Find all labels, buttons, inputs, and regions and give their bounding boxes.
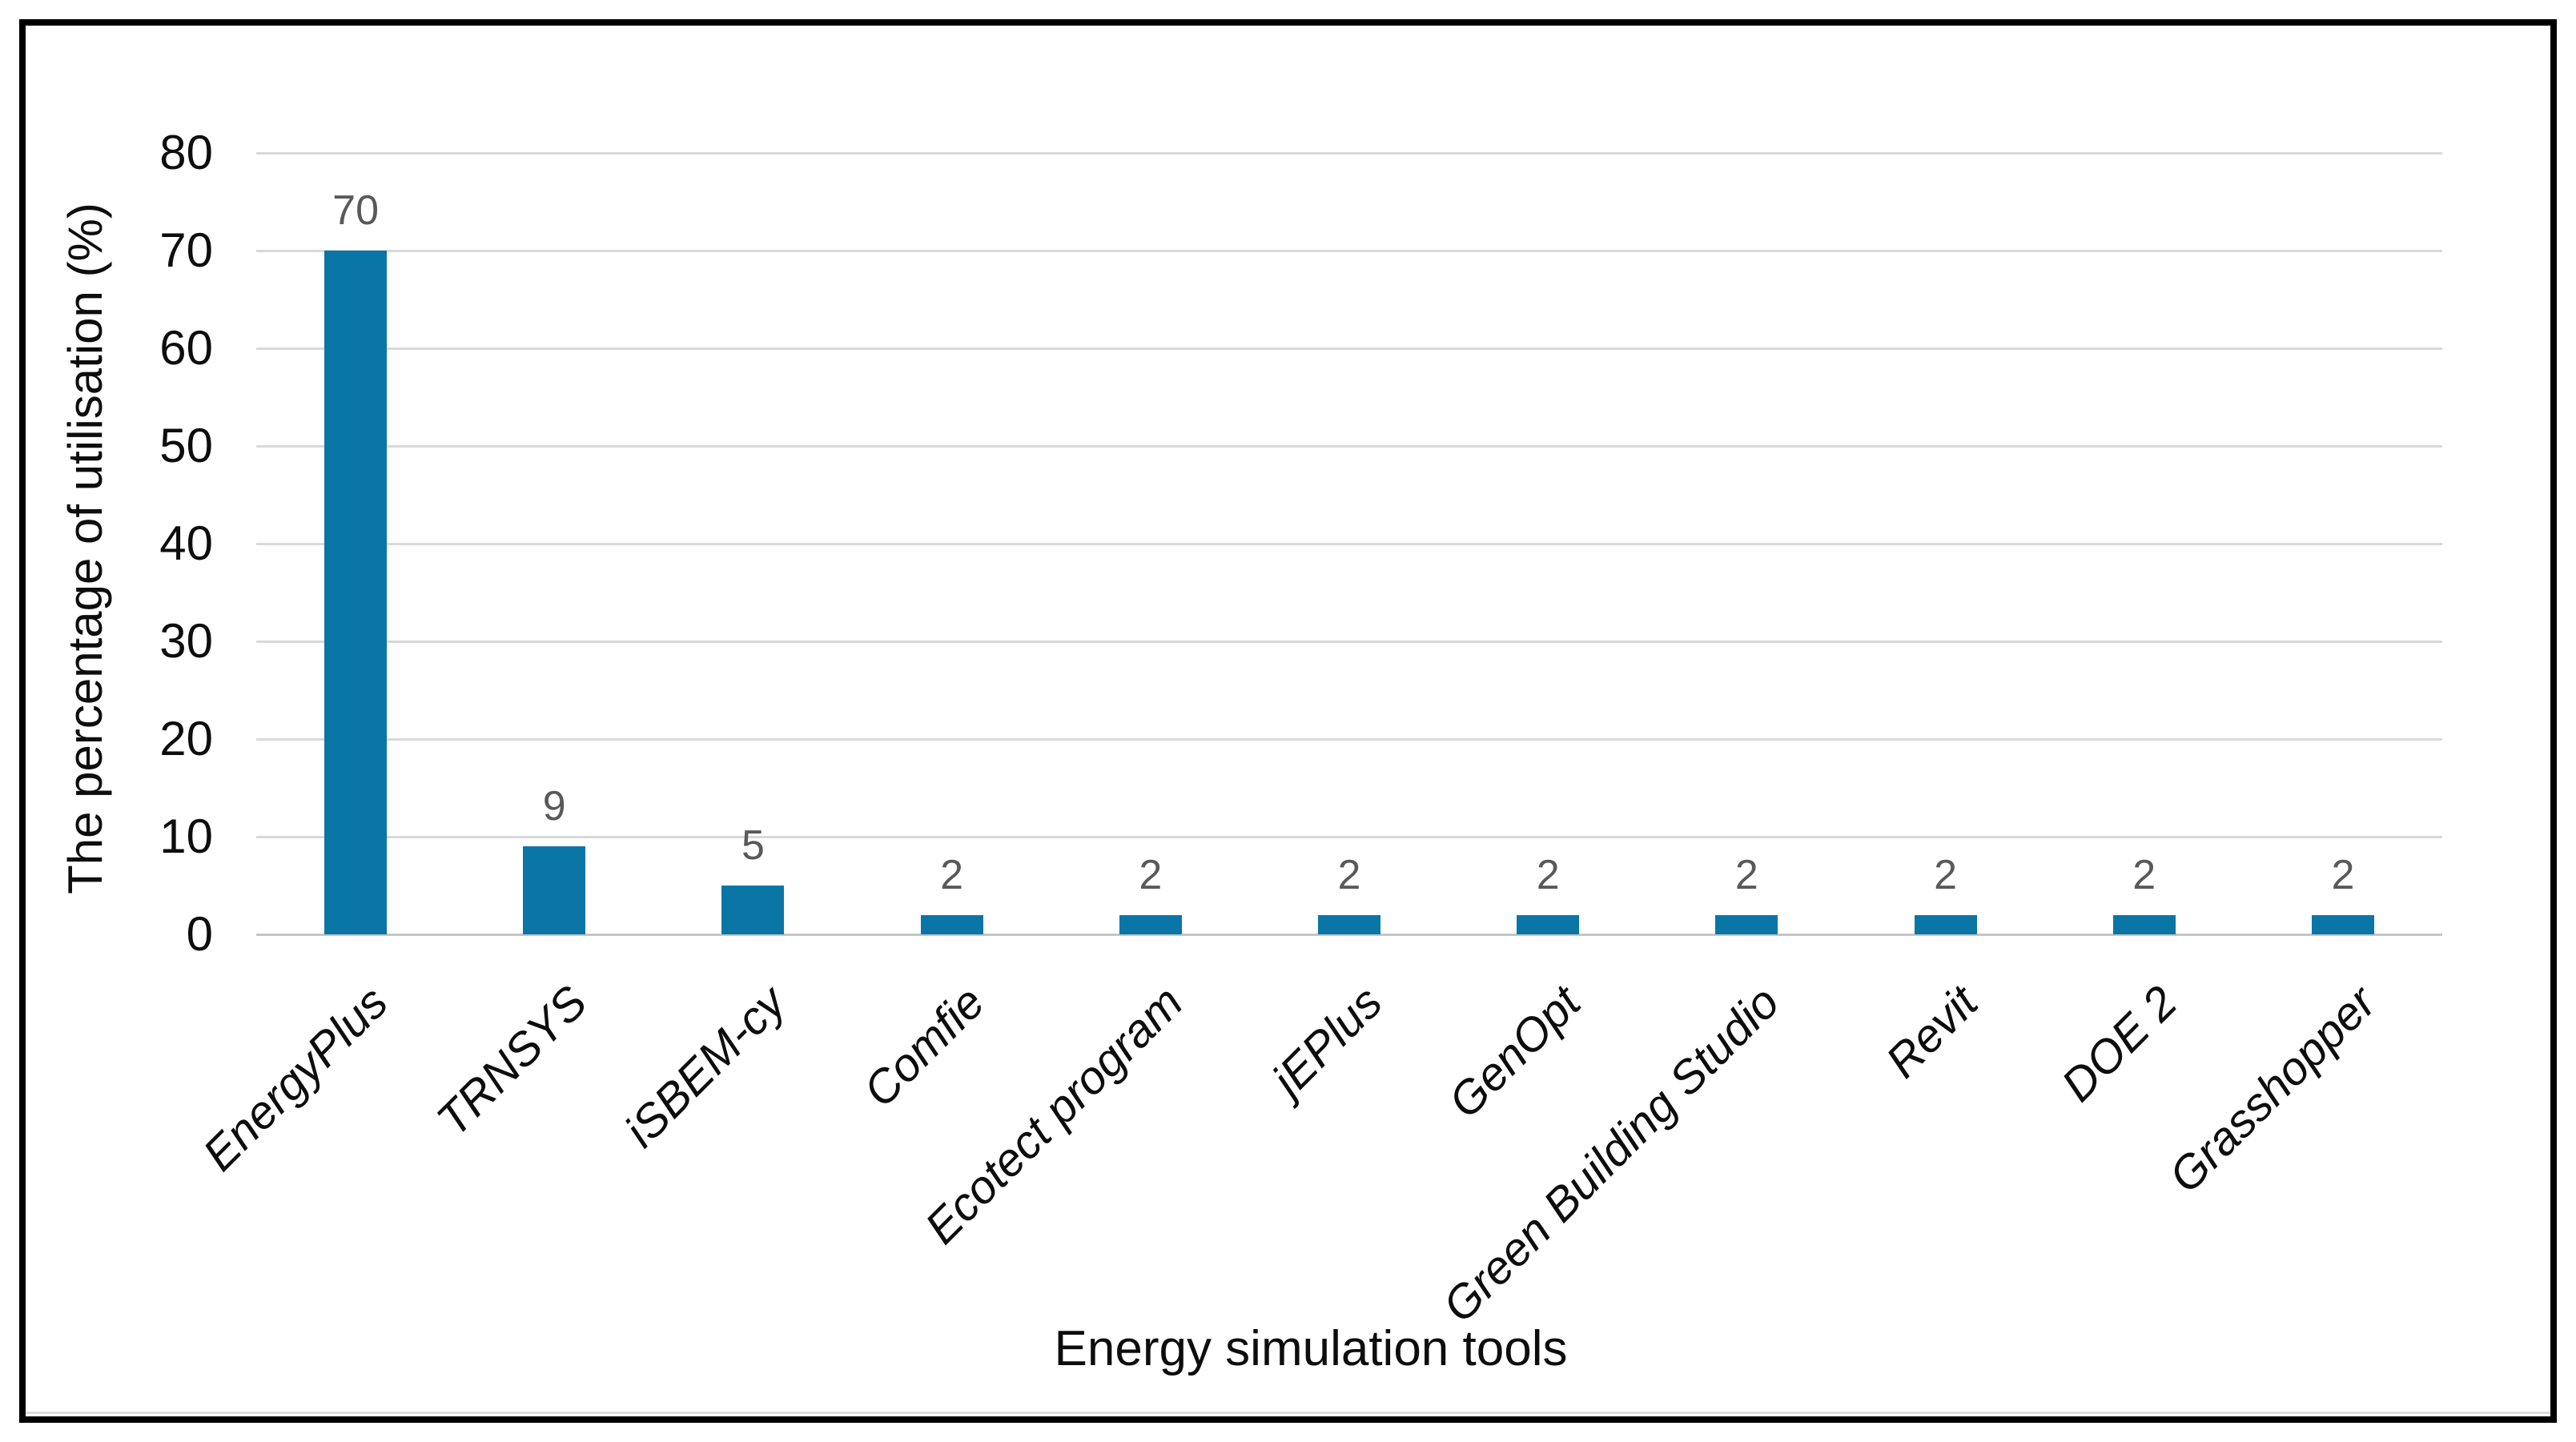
figure-border [19,19,2557,1423]
bar [1715,914,1778,934]
y-tick-label: 50 [159,419,213,472]
y-tick-label: 70 [159,223,213,277]
chart-area-bottom-edge [26,1412,2550,1414]
y-axis-title: The percentage of utilisation (%) [58,203,112,894]
x-category-label: jEPlus [1261,976,1392,1107]
bar [324,251,388,934]
bar-value-label: 2 [1337,851,1361,898]
x-category-label: iSBEM-cy [614,976,796,1158]
y-tick-label: 60 [159,321,213,375]
bar-value-label: 5 [741,822,765,869]
gridline [256,152,2442,155]
bar [2311,914,2374,934]
gridline [256,445,2442,448]
bar-value-label: 70 [332,187,379,234]
bar [1318,914,1380,934]
x-axis-title: Energy simulation tools [1054,1321,1568,1376]
gridline [256,836,2442,838]
x-category-label: EnergyPlus [193,976,399,1181]
bar-value-label: 2 [1934,851,1957,898]
bar-value-label: 9 [542,783,566,830]
bar [1517,914,1580,934]
x-category-label: Comfie [853,976,995,1118]
bar [721,886,785,934]
bar-value-label: 2 [2331,851,2355,898]
bar-value-label: 2 [1734,851,1758,898]
x-category-label: Green Building Studio [1433,976,1790,1333]
y-tick-label: 0 [186,907,213,961]
x-category-label: Grasshopper [2159,976,2386,1203]
bar-value-label: 2 [2132,851,2156,898]
x-category-label: DOE 2 [2051,976,2187,1112]
y-tick-label: 10 [159,809,213,863]
bar [523,846,586,934]
bar [920,914,983,934]
gridline [256,250,2442,252]
gridline [256,347,2442,350]
y-tick-label: 40 [159,516,213,570]
bar-value-label: 2 [1139,851,1163,898]
gridline [256,738,2442,741]
bar [1914,914,1977,934]
bar [1119,914,1182,934]
bar [2112,914,2176,934]
y-tick-label: 80 [159,126,213,179]
bar-value-label: 2 [1536,851,1560,898]
gridline [256,543,2442,545]
y-tick-label: 30 [159,614,213,668]
x-axis-line [256,934,2442,936]
x-category-label: TRNSYS [427,976,597,1147]
bar-value-label: 2 [940,851,964,898]
gridline [256,641,2442,643]
y-tick-label: 20 [159,712,213,765]
x-category-label: GenOpt [1438,976,1591,1128]
x-category-label: Revit [1876,976,1988,1088]
